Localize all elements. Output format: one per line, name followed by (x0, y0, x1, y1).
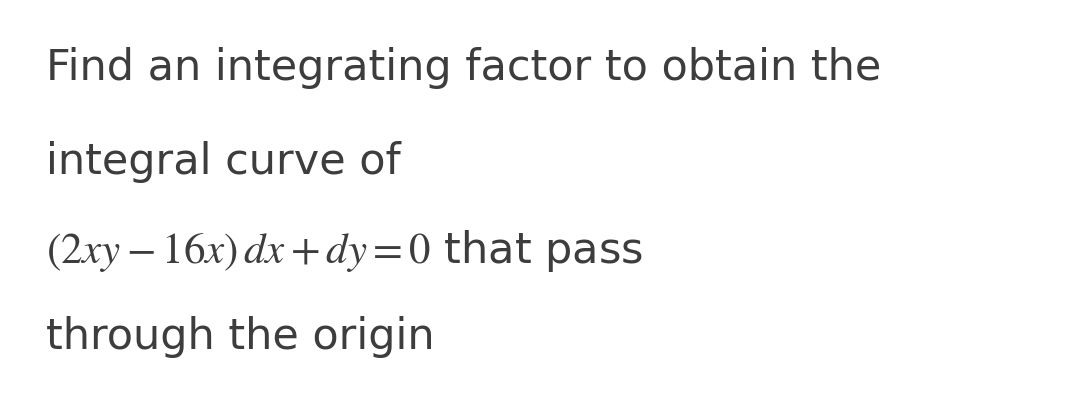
Text: $(2xy - 16x)\,dx + dy = 0$ that pass: $(2xy - 16x)\,dx + dy = 0$ that pass (46, 228, 644, 273)
Text: through the origin: through the origin (46, 316, 435, 358)
Text: integral curve of: integral curve of (46, 142, 401, 183)
Text: Find an integrating factor to obtain the: Find an integrating factor to obtain the (46, 47, 881, 89)
